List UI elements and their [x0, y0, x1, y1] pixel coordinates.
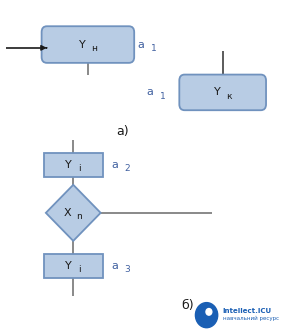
Polygon shape: [46, 185, 101, 241]
Text: i: i: [78, 265, 80, 274]
Text: н: н: [91, 44, 97, 53]
Text: X: X: [64, 208, 72, 218]
Text: б): б): [181, 299, 194, 312]
Text: Y: Y: [79, 40, 86, 50]
Text: 2: 2: [125, 164, 130, 174]
Text: n: n: [76, 212, 82, 221]
Text: a: a: [138, 40, 144, 50]
Text: Intellect.ICU: Intellect.ICU: [223, 308, 272, 313]
Text: навчальний ресурс: навчальний ресурс: [223, 316, 279, 321]
Bar: [44, 254, 103, 278]
Text: Y: Y: [64, 160, 71, 170]
Text: 1: 1: [160, 92, 166, 101]
Text: к: к: [226, 92, 231, 101]
Text: a: a: [111, 261, 118, 271]
Text: 1: 1: [151, 44, 157, 53]
FancyBboxPatch shape: [42, 26, 134, 63]
Text: a: a: [111, 160, 118, 170]
Text: i: i: [78, 164, 80, 174]
Text: 3: 3: [125, 265, 130, 274]
FancyBboxPatch shape: [179, 75, 266, 110]
Bar: [44, 153, 103, 177]
Text: a: a: [146, 87, 153, 97]
Circle shape: [195, 303, 218, 328]
Circle shape: [206, 309, 212, 315]
Text: Y: Y: [64, 261, 71, 271]
Text: а): а): [117, 125, 130, 139]
Text: Y: Y: [214, 87, 221, 97]
